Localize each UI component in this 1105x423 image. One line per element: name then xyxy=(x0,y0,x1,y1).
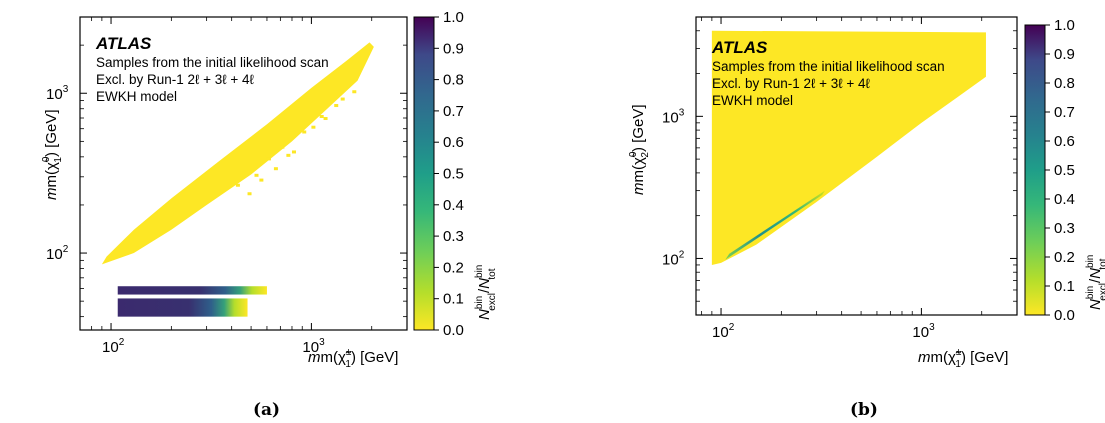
panel-a-colorbar-ticks: 1.0 0.9 0.8 0.7 0.6 0.5 0.4 0.3 0.2 0.1 0.0 xyxy=(434,9,464,339)
panel-b-colorbar-ticks: 1.0 0.9 0.8 0.7 0.6 0.5 0.4 0.3 0.2 0.1 0.0 xyxy=(1045,17,1075,324)
panel-b-colorbar-label: Nbin excl/Nbin tot xyxy=(1085,255,1105,310)
panel-a-sparse-cell xyxy=(254,173,259,177)
colorbar-tick-label: 0.5 xyxy=(1054,162,1075,179)
panel-b-frame xyxy=(695,16,1018,316)
panel-b-ylabel: mm(χ̃02) [GeV] xyxy=(628,104,651,195)
colorbar-tick-label: 0.7 xyxy=(1054,104,1075,121)
x-tick-label: 103 xyxy=(912,322,935,341)
panel-a-colorbar-label: Nbin excl/Nbin tot xyxy=(474,265,498,320)
colorbar-tick-label: 0.6 xyxy=(1054,133,1075,150)
panel-a-sparse-cell xyxy=(286,153,291,157)
colorbar-tick-label: 0.8 xyxy=(1054,75,1075,92)
panel-a-annotation-2: Excl. by Run-1 2ℓ + 3ℓ + 4ℓ xyxy=(96,72,255,87)
panel-b-filled-region xyxy=(711,30,986,265)
panel-b-colorbar xyxy=(1024,24,1046,316)
panel-a-sparse-cell xyxy=(302,130,307,134)
colorbar-tick-label: 0.7 xyxy=(443,103,464,120)
y-tick-label: 103 xyxy=(46,84,69,103)
panel-a-sparse-cell xyxy=(280,145,285,149)
colorbar-tick-label: 0.2 xyxy=(443,259,464,276)
y-tick-label: 102 xyxy=(46,244,69,263)
colorbar-tick-label: 1.0 xyxy=(1054,17,1075,34)
colorbar-tick-label: 0.1 xyxy=(1054,278,1075,295)
panel-a-sparse-cell xyxy=(323,117,328,121)
panel-b-annotation-3: EWKH model xyxy=(712,93,793,108)
x-tick-label: 102 xyxy=(712,322,735,341)
panel-a-sparse-cell xyxy=(247,192,252,196)
panel-a-atlas-label: ATLAS xyxy=(95,34,152,53)
panel-b-annotation-2: Excl. by Run-1 2ℓ + 3ℓ + 4ℓ xyxy=(712,76,871,91)
colorbar-tick-label: 0.2 xyxy=(1054,249,1075,266)
panel-a-triangle-region xyxy=(101,42,374,265)
panel-a-sparse-cell xyxy=(235,183,240,187)
panel-b-atlas-label: ATLAS xyxy=(711,38,768,57)
panel-a-sparse-cell xyxy=(259,178,264,182)
colorbar-tick-label: 0.3 xyxy=(1054,220,1075,237)
panel-a-sparse-cell xyxy=(266,157,271,161)
panel-b: 102 103 102 103 ATLAS Samples from the init… xyxy=(628,16,1105,420)
panel-b-diagonal-stripe xyxy=(725,190,825,260)
colorbar-tick-label: 0.9 xyxy=(443,40,464,57)
panel-a-heatmap xyxy=(101,42,374,317)
panel-b-ticks: 102 103 102 103 xyxy=(662,17,1017,341)
panel-a-colorbar xyxy=(413,16,435,331)
colorbar-tick-label: 0.3 xyxy=(443,228,464,245)
colorbar-tick-label: 0.4 xyxy=(1054,191,1075,208)
y-tick-label: 103 xyxy=(662,107,685,126)
panel-a-band-lower xyxy=(117,298,248,317)
panel-a-sparse-cell xyxy=(334,104,339,108)
panel-a-annotation-3: EWKH model xyxy=(96,89,177,104)
colorbar-tick-label: 0.9 xyxy=(1054,46,1075,63)
colorbar-tick-label: 0.4 xyxy=(443,197,464,214)
panel-a-sparse-cell xyxy=(319,115,324,119)
panel-a-sparse-cell xyxy=(340,97,345,101)
panel-a-sparse-cell xyxy=(291,150,296,154)
panel-b-annotation-1: Samples from the initial likelihood scan xyxy=(712,59,945,74)
panel-a-annotation-1: Samples from the initial likelihood scan xyxy=(96,55,329,70)
colorbar-tick-label: 0.5 xyxy=(443,166,464,183)
panel-a-band-upper xyxy=(117,286,267,295)
panel-b-caption: (b) xyxy=(850,400,878,420)
colorbar-tick-label: 0.8 xyxy=(443,72,464,89)
panel-a-sparse-cell xyxy=(311,125,316,129)
panel-a-frame xyxy=(79,16,408,331)
panel-a-xlabel: mm(χ̃± 1) [GeV] xyxy=(308,347,398,370)
colorbar-tick-label: 1.0 xyxy=(443,9,464,26)
panel-a-sparse-cell xyxy=(352,90,357,94)
y-tick-label: 102 xyxy=(662,249,685,268)
x-tick-label: 102 xyxy=(102,337,125,356)
panel-a-ylabel: mm(χ̃01) [GeV] xyxy=(41,109,64,200)
colorbar-tick-label: 0.1 xyxy=(443,291,464,308)
panel-a-caption: (a) xyxy=(253,400,280,420)
colorbar-tick-label: 0.0 xyxy=(1054,307,1075,324)
panel-b-xlabel: mm(χ̃± 1) [GeV] xyxy=(918,347,1008,370)
colorbar-tick-label: 0.0 xyxy=(443,322,464,339)
colorbar-tick-label: 0.6 xyxy=(443,134,464,151)
panel-a-sparse-cell xyxy=(273,167,278,171)
panel-b-heatmap xyxy=(711,30,986,265)
